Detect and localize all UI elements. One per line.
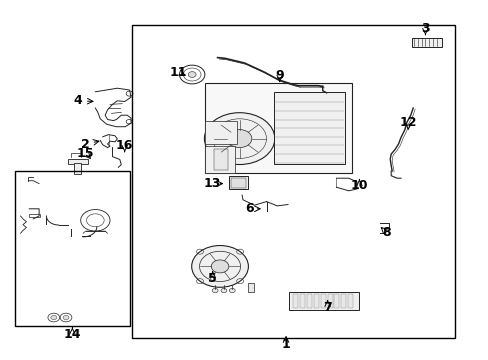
Circle shape [229,288,235,293]
Text: 9: 9 [275,69,284,82]
Bar [228,176,248,189]
Text: 10: 10 [350,179,367,192]
Text: 7: 7 [323,301,331,314]
Circle shape [191,246,248,287]
Circle shape [227,130,251,148]
Bar [205,121,237,144]
Bar [288,292,359,310]
Circle shape [63,315,69,320]
Text: 12: 12 [399,116,416,129]
Bar [313,294,318,308]
Text: 3: 3 [420,22,429,35]
Bar [15,171,129,326]
Bar [205,83,351,173]
Circle shape [221,288,226,293]
Text: 13: 13 [203,177,221,190]
Bar [132,25,454,338]
Text: 4: 4 [74,94,82,107]
Bar [306,294,311,308]
Bar [74,163,81,174]
Bar [214,149,227,170]
Bar [29,214,40,217]
Bar [300,294,305,308]
Bar [273,92,344,164]
Bar [205,146,234,173]
Bar [341,294,346,308]
Circle shape [211,260,228,273]
Bar [293,294,298,308]
Text: 8: 8 [381,226,390,239]
Text: 14: 14 [63,328,81,341]
Bar [230,178,246,188]
Text: 5: 5 [208,273,217,285]
Circle shape [51,315,57,320]
Text: 16: 16 [116,139,133,152]
Bar [248,283,254,292]
Circle shape [204,113,274,165]
Bar [320,294,325,308]
Bar [68,159,88,164]
Bar [334,294,339,308]
Text: 15: 15 [77,147,94,159]
Text: 2: 2 [81,138,90,150]
Circle shape [212,288,218,293]
Bar [327,294,332,308]
Text: 11: 11 [169,66,187,78]
Text: 6: 6 [244,202,253,215]
Circle shape [188,72,196,77]
Bar [411,38,441,47]
Bar [347,294,352,308]
Text: 1: 1 [281,338,290,351]
